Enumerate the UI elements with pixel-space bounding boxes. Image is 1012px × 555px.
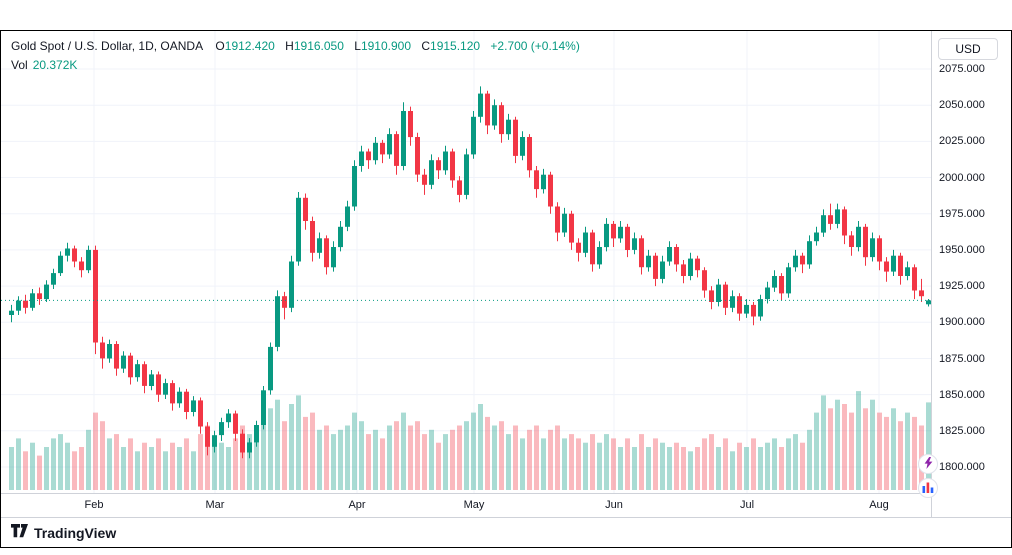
- brand-name: TradingView: [34, 524, 117, 541]
- lightning-icon: [923, 456, 934, 472]
- open-label: O: [215, 39, 225, 53]
- price-tick-label: 1850.000: [939, 388, 985, 401]
- close-value: 1915.120: [430, 39, 481, 53]
- volume-label: Vol: [11, 58, 28, 72]
- price-tick-label: 1925.000: [939, 280, 985, 293]
- price-tick-label: 1825.000: [939, 424, 985, 437]
- volume-value: 20.372K: [32, 58, 78, 72]
- time-axis-label: Aug: [869, 499, 889, 511]
- quick-action-buttons: [918, 454, 938, 498]
- time-axis-label: Feb: [84, 499, 104, 511]
- price-tick-label: 2000.000: [939, 171, 985, 184]
- low-label: L: [354, 39, 361, 53]
- open-value: 1912.420: [224, 39, 275, 53]
- time-axis-label: Apr: [348, 499, 366, 511]
- symbol-title: Gold Spot / U.S. Dollar, 1D, OANDA: [11, 39, 204, 53]
- candles-volume-layer[interactable]: [1, 31, 931, 493]
- price-tick-label: 1875.000: [939, 352, 985, 365]
- time-axis-label: Mar: [205, 499, 225, 511]
- price-tick-label: 2025.000: [939, 135, 985, 148]
- price-tick-label: 1900.000: [939, 316, 985, 329]
- price-tick-label: 1800.000: [939, 461, 985, 473]
- volume-legend[interactable]: Vol 20.372K: [11, 58, 77, 72]
- price-tick-label: 1950.000: [939, 243, 985, 256]
- change-value: +2.700 (+0.14%): [490, 39, 580, 53]
- tradingview-brand-link[interactable]: TradingView: [11, 524, 116, 541]
- tradingview-logo-icon: [11, 524, 28, 541]
- footer-bar: TradingView: [1, 517, 1011, 547]
- price-tick-label: 2075.000: [939, 63, 985, 75]
- time-axis[interactable]: Feb Mar Apr May Jun Jul Aug: [1, 493, 931, 517]
- time-axis-label: Jul: [739, 499, 755, 511]
- low-value: 1910.900: [360, 39, 411, 53]
- tradingview-chart-widget: Gold Spot / U.S. Dollar, 1D, OANDA O1912…: [0, 30, 1012, 548]
- price-tick-label: 1975.000: [939, 207, 985, 220]
- chart-type-quick-button[interactable]: [918, 478, 938, 498]
- bar-chart-icon: [922, 481, 934, 496]
- chart-pane[interactable]: Gold Spot / U.S. Dollar, 1D, OANDA O1912…: [1, 31, 931, 493]
- time-axis-label: Jun: [605, 499, 623, 511]
- price-axis[interactable]: USD 2075.000 2050.000 2025.000 2000.000 1975…: [931, 31, 1011, 517]
- alerts-quick-button[interactable]: [918, 454, 938, 474]
- close-label: C: [421, 39, 431, 53]
- price-tick-label: 2050.000: [939, 99, 985, 112]
- high-value: 1916.050: [293, 39, 344, 53]
- currency-toggle-button[interactable]: USD: [938, 38, 998, 60]
- time-axis-label: May: [463, 499, 485, 511]
- chart-legend[interactable]: Gold Spot / U.S. Dollar, 1D, OANDA O1912…: [11, 39, 580, 53]
- high-label: H: [285, 39, 294, 53]
